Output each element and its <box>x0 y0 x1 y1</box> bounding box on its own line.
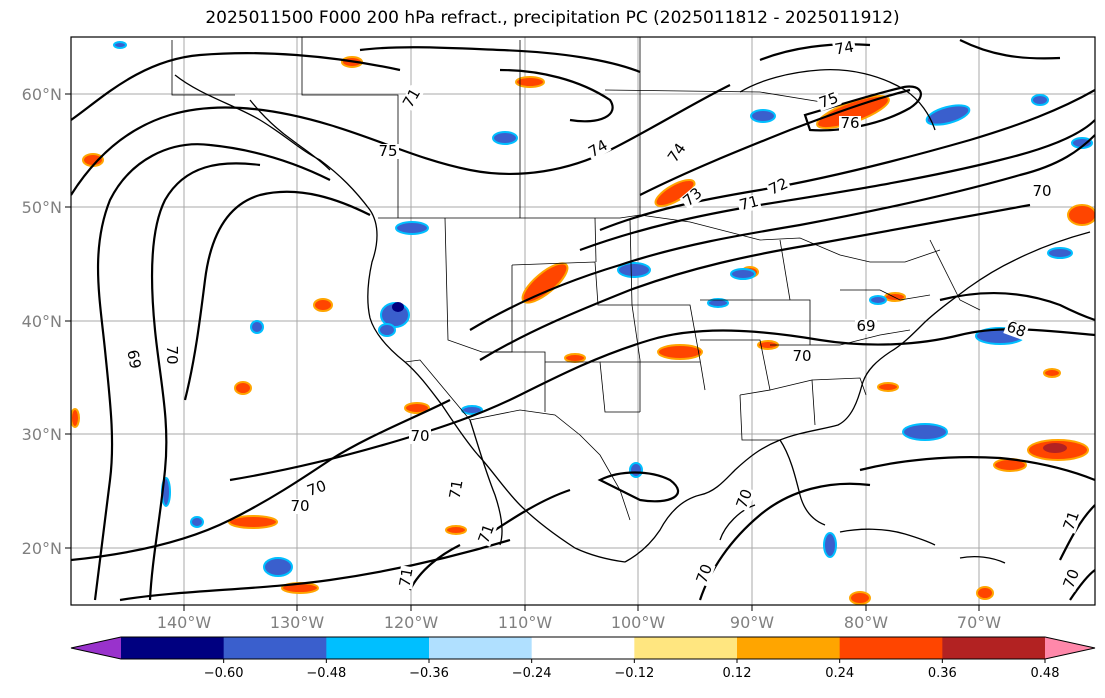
contour-label-bg <box>1031 184 1053 199</box>
colorbar-tick-label: 0.12 <box>723 666 752 681</box>
contour-label-bg <box>289 499 311 514</box>
contour-label-bg <box>693 560 716 587</box>
colorbar-tick-label: 0.24 <box>825 666 854 681</box>
lon-label: 90°W <box>730 613 774 632</box>
colorbar-tick-label: −0.60 <box>204 666 244 681</box>
colorbar-segment <box>326 637 430 659</box>
contour-label-bg <box>447 477 466 502</box>
colorbar-segment <box>839 637 943 659</box>
colorbar-tick-label: −0.36 <box>409 666 449 681</box>
colorbar: −0.60 −0.48 −0.36 −0.24 −0.12 0.12 0.24 0.36 0.4… <box>70 636 1096 681</box>
precip-anomaly-fill <box>71 41 1095 605</box>
colorbar-segment <box>121 637 225 659</box>
contour-label-bg <box>832 39 857 58</box>
colorbar-segment <box>737 637 841 659</box>
contour-label-bg <box>584 136 612 161</box>
contour-label: 70 <box>733 487 756 511</box>
colorbar-tick-label: 0.36 <box>928 666 957 681</box>
latitude-labels: 60°N 50°N 40°N 30°N 20°N <box>22 85 71 558</box>
lon-label: 100°W <box>611 613 666 632</box>
colorbar-tick-label: −0.12 <box>614 666 654 681</box>
lon-label: 140°W <box>157 613 212 632</box>
lat-label: 50°N <box>22 198 62 217</box>
contour-label: 70 <box>305 477 329 500</box>
contour-label-bg <box>303 477 330 500</box>
contour-label-bg <box>765 175 792 199</box>
political-borders <box>171 37 981 521</box>
contour-label-bg <box>164 344 179 366</box>
lon-label: 110°W <box>498 613 553 632</box>
lon-label: 120°W <box>384 613 439 632</box>
contour-label: 69 <box>123 348 144 370</box>
contour-label: 71 <box>396 566 417 588</box>
lat-label: 40°N <box>22 312 62 331</box>
contour-label: 70 <box>290 497 309 515</box>
colorbar-tick-label: −0.48 <box>306 666 346 681</box>
colorbar-outline <box>70 636 1096 660</box>
contour-label-bg <box>399 84 424 112</box>
lat-label: 30°N <box>22 425 62 444</box>
contour-label: 74 <box>833 38 855 59</box>
contour-label: 75 <box>378 142 397 160</box>
contour-label: 71 <box>1060 509 1083 533</box>
contour-label-bg <box>791 349 813 364</box>
contour-label: 70 <box>792 347 811 365</box>
contour-label-bg <box>1003 318 1030 341</box>
coastlines <box>174 69 1091 564</box>
contour-label-bg <box>124 347 143 372</box>
contour-label-bg <box>397 565 416 590</box>
contour-label-bg <box>815 89 842 112</box>
lon-label: 130°W <box>270 613 325 632</box>
contour-label: 69 <box>856 317 875 335</box>
colorbar-segment <box>942 637 1046 659</box>
lat-label: 60°N <box>22 85 62 104</box>
contour-label-bg <box>733 485 756 512</box>
contour-label: 71 <box>446 478 467 500</box>
contour-label: 70 <box>693 562 716 586</box>
colorbar-segment <box>223 637 327 659</box>
contour-label: 70 <box>1032 182 1051 200</box>
lon-label: 80°W <box>844 613 888 632</box>
contour-label: 71 <box>737 192 760 214</box>
colorbar-segment <box>531 637 635 659</box>
contour-label: 70 <box>1060 567 1083 591</box>
contour-label-bg <box>736 193 762 214</box>
contour-label: 70 <box>410 427 429 445</box>
colorbar-extend-low-tip <box>71 637 121 659</box>
contour-label-bg <box>475 520 498 547</box>
contour-label-bg <box>1060 507 1083 534</box>
colorbar-segment <box>634 637 738 659</box>
contour-label: 70 <box>163 345 181 364</box>
contour-label: 76 <box>840 114 859 132</box>
contour-label-bg <box>679 184 706 211</box>
contour-label: 71 <box>475 522 498 546</box>
contour-label-bg <box>409 429 431 444</box>
contour-label: 68 <box>1004 318 1028 341</box>
colorbar-segment <box>429 637 533 659</box>
colorbar-extend-high <box>1045 637 1095 659</box>
longitude-labels: 140°W 130°W 120°W 110°W 100°W 90°W 80°W 70°W <box>157 605 1001 632</box>
lat-label: 20°N <box>22 539 62 558</box>
colorbar-tick-label: −0.24 <box>512 666 552 681</box>
colorbar-tick-label: 0.48 <box>1031 666 1060 681</box>
map-title: 2025011500 F000 200 hPa refract., precip… <box>205 8 900 28</box>
contour-label-bg <box>377 144 399 159</box>
contour-label-bg <box>1060 565 1083 592</box>
contour-label: 75 <box>817 89 841 112</box>
contour-label-bg <box>664 139 690 167</box>
contour-label-bg <box>839 116 861 131</box>
lon-label: 70°W <box>957 613 1001 632</box>
contour-label-bg <box>855 319 877 334</box>
